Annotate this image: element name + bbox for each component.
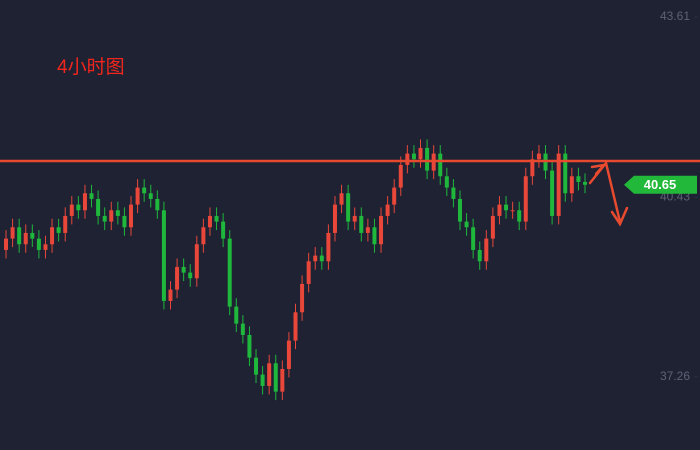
candle-body [63,215,68,233]
candle-body [267,363,272,386]
arrow-head [610,206,629,227]
candle-body [161,210,166,301]
last-price-tag [624,175,697,194]
candle-body [23,232,28,245]
candle-body [254,357,259,375]
candle-body [392,187,397,205]
candle-body [260,374,265,386]
candle-body [563,153,568,194]
candle-body [10,227,15,239]
annotation: 4小时图 [57,56,125,78]
candle-body [405,153,410,165]
candle-body [142,187,147,194]
candle-body [43,244,48,250]
arrow-path [588,160,622,224]
candle-body [411,153,416,160]
candle-body [214,215,219,222]
candle-body [352,215,357,222]
candle-body [273,363,278,392]
candle-body [484,238,489,262]
candle-body [76,204,81,211]
candle-body [293,312,298,341]
candle-body [490,215,495,239]
candle-body [56,227,61,233]
candle-body [451,187,456,199]
candle-body [115,210,120,216]
candle-body [306,261,311,284]
candle-body [155,198,160,211]
arrows [588,160,629,227]
candle-body [194,244,199,279]
candle-body [319,255,324,262]
candle-body [379,215,384,245]
candle-body [583,181,587,185]
candle-body [477,249,482,262]
candle-body [234,306,239,324]
candle-body [471,227,476,250]
last-price-label: 40.65 [644,177,677,192]
candle-body [510,210,515,212]
candle-body [36,238,41,250]
candle-body [457,198,462,222]
candle-body [181,266,186,273]
candle-body [122,215,127,228]
candle-body [556,153,561,216]
candle-body [135,187,140,205]
candle-body [530,159,535,177]
arrow-head [590,163,608,176]
candle-body [50,227,55,245]
candle-body [569,176,574,194]
candle-body [372,227,377,245]
candle-body [300,283,305,313]
candle-body [247,334,252,358]
y-tick-label: 37.26 [660,369,690,383]
candle-body [504,204,509,211]
candle-body [175,266,180,290]
candle-body [109,210,114,222]
candle-body [17,227,22,245]
candle-body [464,221,469,228]
candle-body [438,153,443,177]
candle-body [313,255,318,262]
candle-body [497,204,502,216]
candle-body [221,221,226,239]
candle-body [240,323,245,335]
candle-body [30,232,35,239]
candle-body [326,232,331,262]
candle-body [102,215,107,222]
candle-body [129,204,134,228]
candle-body [365,227,370,233]
y-tick-label: 43.61 [660,9,690,23]
candle-body [398,164,403,188]
candle-body [188,272,193,279]
candle-body [82,193,87,211]
candle-body [280,368,285,392]
candle-body [385,204,390,216]
candle-body [89,193,94,199]
candle-body [69,204,74,216]
candle-body [550,170,555,216]
candle-body [168,289,173,301]
candle-body [227,238,232,307]
candle-body [425,147,430,171]
candle-body [207,215,212,228]
candle-body [4,238,8,250]
candle-body [536,153,541,160]
candle-body [517,210,522,222]
candle-body [201,227,206,245]
candle-body [418,147,423,160]
candle-body [576,176,581,182]
candle-body [332,204,337,233]
candle-body [286,340,291,369]
candle-body [523,176,528,222]
candle-body [96,198,101,216]
candle-body [444,176,449,188]
candle-body [346,193,351,222]
candle-body [148,193,153,199]
candle-body [359,215,364,233]
candle-body [339,193,344,205]
